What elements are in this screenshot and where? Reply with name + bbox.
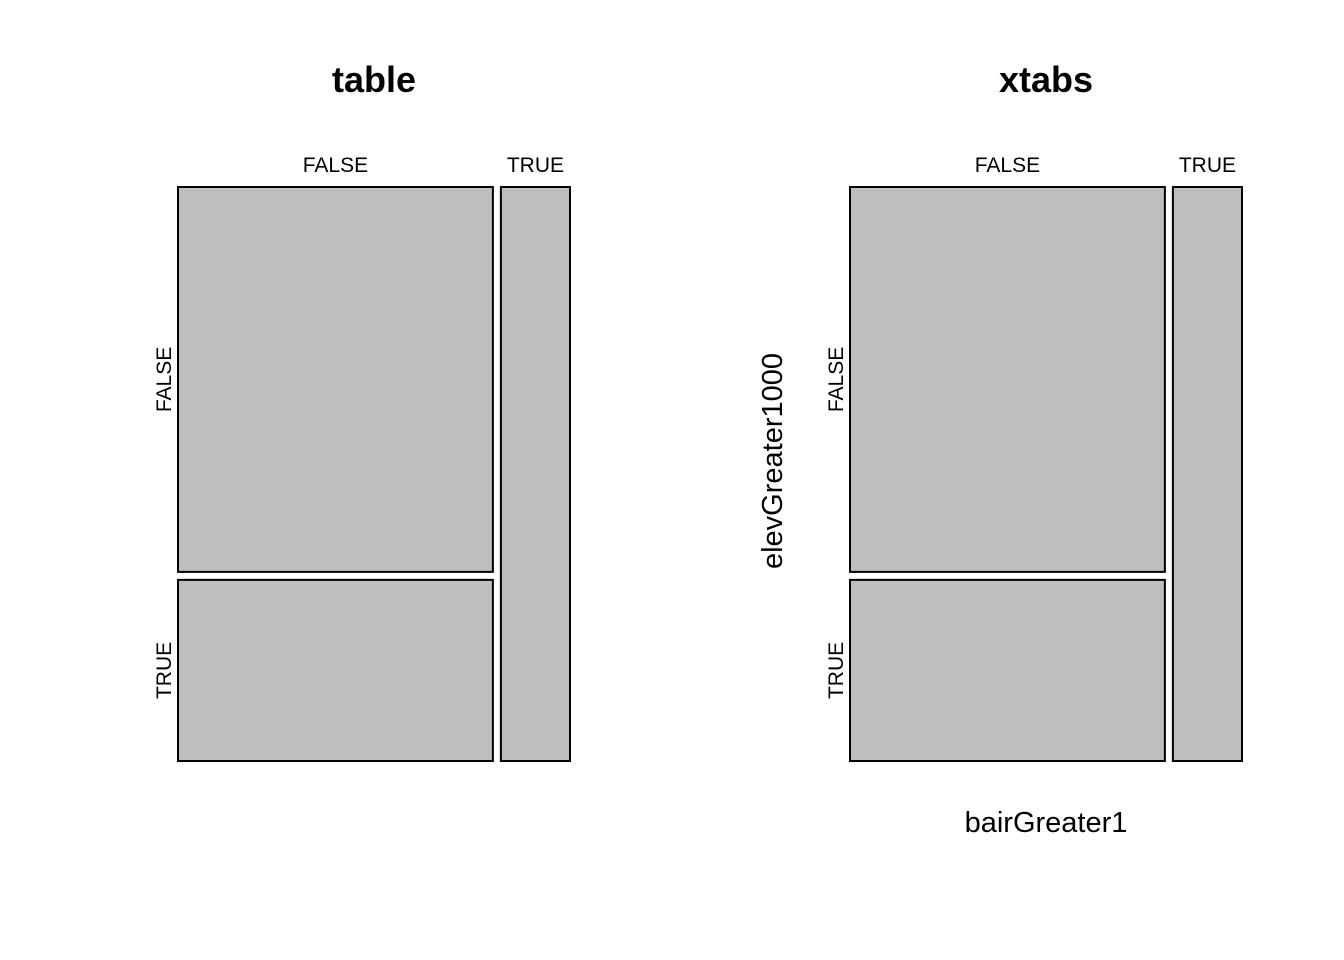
x-axis-label: bairGreater1 xyxy=(965,807,1128,839)
x-tick-label-FALSE: FALSE xyxy=(975,154,1040,177)
y-tick-label-FALSE: FALSE xyxy=(825,347,848,412)
mosaic-tile-false-false xyxy=(849,186,1166,573)
y-axis-label: elevGreater1000 xyxy=(757,353,789,569)
mosaic-tile-true-false xyxy=(499,186,572,762)
x-tick-label-TRUE: TRUE xyxy=(507,154,564,177)
x-tick-label-FALSE: FALSE xyxy=(303,154,368,177)
chart-title: xtabs xyxy=(999,59,1093,100)
y-tick-label-FALSE: FALSE xyxy=(153,347,176,412)
mosaic-tile-false-true xyxy=(177,578,494,762)
mosaic-tile-true-false xyxy=(1171,186,1244,762)
chart-title: table xyxy=(332,59,416,100)
mosaic-panel-xtabs: xtabs FALSE FALSE TRUE TRUE bairGreater1 elevG… xyxy=(757,59,1244,839)
mosaic-tile-false-false xyxy=(177,186,494,573)
y-tick-label-TRUE: TRUE xyxy=(825,642,848,699)
y-tick-label-TRUE: TRUE xyxy=(153,642,176,699)
mosaic-panel-table: table FALSE FALSE TRUE TRUE xyxy=(153,59,572,762)
mosaic-tile-false-true xyxy=(849,578,1166,762)
x-tick-label-TRUE: TRUE xyxy=(1179,154,1236,177)
